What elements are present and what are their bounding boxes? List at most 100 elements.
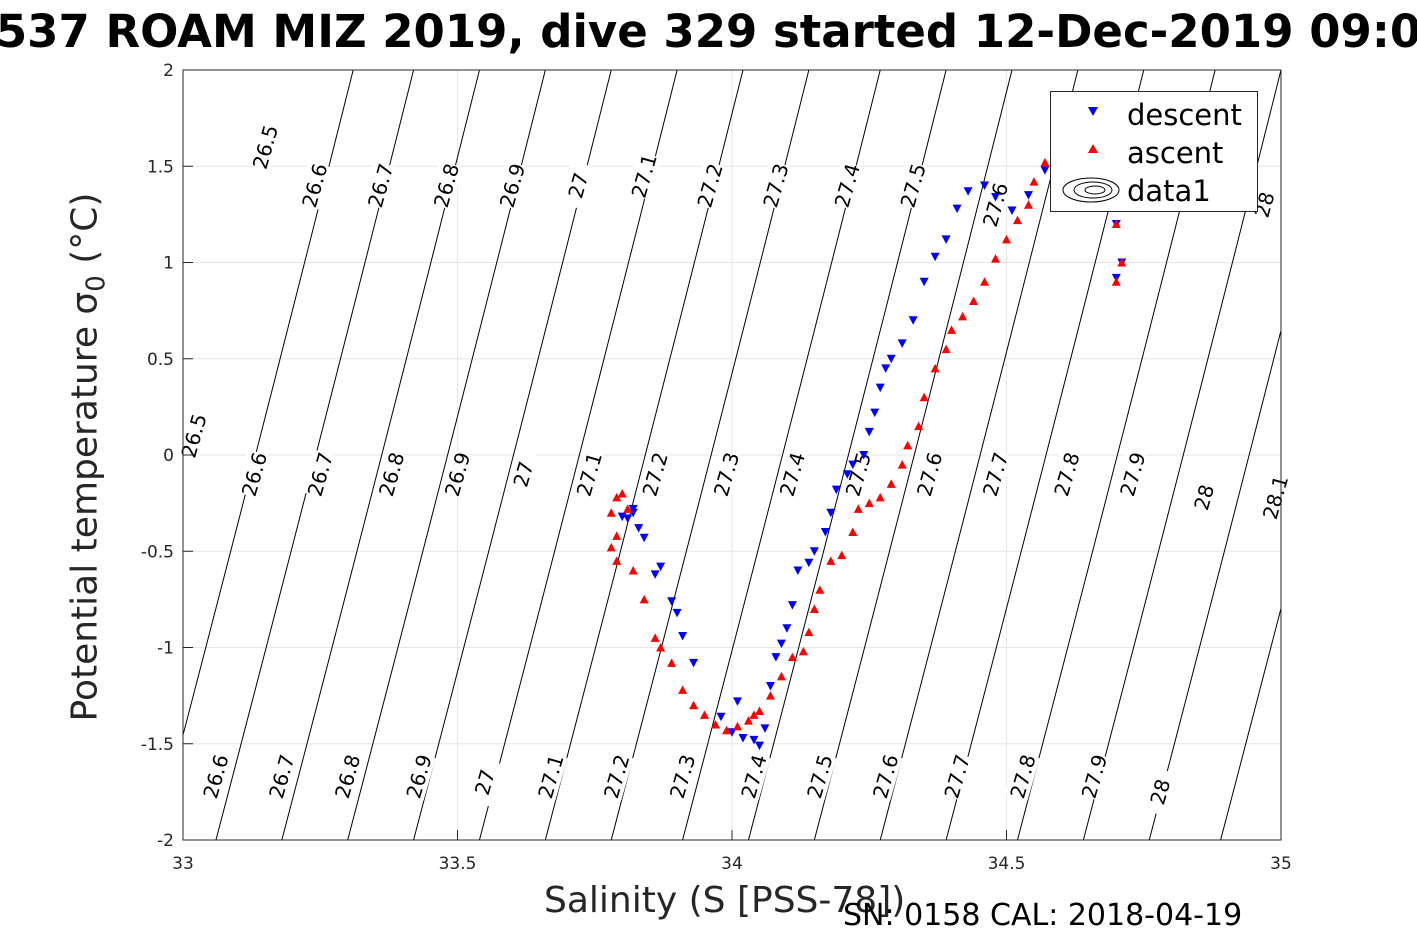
descent-point xyxy=(760,724,770,733)
y-axis-label-unit: (°C) xyxy=(64,192,106,276)
ascent-point xyxy=(656,643,666,652)
legend-item-descent: descent xyxy=(1051,96,1257,134)
descent-point xyxy=(804,558,814,568)
density-label-bg xyxy=(400,751,436,801)
x-tick-label: 34.5 xyxy=(988,854,1026,874)
ascent-point xyxy=(848,527,858,536)
ascent-point xyxy=(732,721,742,731)
ascent-point xyxy=(897,460,907,469)
ascent-point xyxy=(639,594,649,604)
ascent-point xyxy=(919,392,929,402)
ascent-point xyxy=(689,700,699,710)
density-contour-line xyxy=(1220,606,1281,840)
density-label-bg xyxy=(1075,751,1111,801)
x-tick-label: 33.5 xyxy=(439,854,477,874)
ascent-point xyxy=(722,725,732,735)
descent-point xyxy=(738,733,748,743)
density-label-bg xyxy=(296,160,332,210)
ascent-point xyxy=(1012,215,1022,225)
y-tick-label: 2 xyxy=(163,61,174,81)
y-tick-label: -1.5 xyxy=(141,735,174,755)
ascent-point xyxy=(1002,234,1011,244)
contour-icon xyxy=(1062,177,1120,203)
ascent-point xyxy=(991,254,1001,263)
legend-item-data1: data1 xyxy=(1051,172,1257,210)
descent-point xyxy=(716,712,726,722)
descent-point xyxy=(749,735,759,745)
x-axis-ticks: 33 33.5 34 34.5 35 xyxy=(172,830,1292,874)
descent-point xyxy=(776,639,786,649)
density-label-bg xyxy=(839,449,875,499)
density-label-bg xyxy=(976,180,1013,229)
ascent-point xyxy=(930,363,940,373)
descent-point xyxy=(1023,191,1033,200)
descent-point xyxy=(941,235,951,244)
ascent-point xyxy=(711,720,721,729)
y-tick-label: 0 xyxy=(163,446,174,466)
density-label-bg xyxy=(570,449,606,499)
ascent-point xyxy=(743,716,753,725)
ascent-point xyxy=(776,671,786,681)
y-axis-label-subscript: 0 xyxy=(81,275,112,292)
density-label-bg xyxy=(175,411,211,460)
descent-point xyxy=(623,514,633,524)
density-label-bg xyxy=(735,751,771,801)
x-tick-label: 35 xyxy=(1270,854,1292,874)
descent-point xyxy=(919,277,929,287)
descent-point xyxy=(765,682,775,691)
density-label-bg xyxy=(329,751,365,801)
descent-point xyxy=(908,316,918,325)
density-label-bg xyxy=(373,449,409,499)
y-tick-label: 1.5 xyxy=(147,157,174,177)
ascent-point xyxy=(617,489,627,498)
density-label-bg xyxy=(246,122,282,172)
ascent-point xyxy=(612,531,622,540)
triangle-down-icon xyxy=(1088,107,1098,116)
ascent-point xyxy=(875,492,885,502)
descent-point xyxy=(842,470,852,479)
ascent-point xyxy=(1029,177,1039,186)
legend-label-descent: descent xyxy=(1127,98,1242,132)
x-tick-label: 34 xyxy=(721,854,743,874)
ascent-point xyxy=(612,556,622,565)
density-label-bg xyxy=(801,751,837,801)
density-label-bg xyxy=(1004,751,1040,801)
density-label-bg xyxy=(773,449,810,499)
density-label-bg xyxy=(493,160,530,210)
ascent-point xyxy=(853,504,863,513)
ascent-point xyxy=(650,633,660,642)
descent-point xyxy=(820,528,830,537)
ascent-point xyxy=(1040,157,1050,167)
descent-point xyxy=(667,597,677,606)
density-label-bg xyxy=(867,751,903,801)
descent-point xyxy=(831,485,841,495)
descent-point xyxy=(886,354,896,364)
descent-point xyxy=(639,533,649,543)
descent-point xyxy=(732,697,742,706)
density-label-bg xyxy=(707,449,744,499)
ascent-point xyxy=(886,479,896,488)
density-label-bg xyxy=(504,449,541,499)
descent-point xyxy=(809,547,819,556)
density-label-bg xyxy=(938,751,974,801)
ascent-point xyxy=(606,508,616,517)
descent-point xyxy=(1040,166,1050,175)
density-label-bg xyxy=(235,449,272,499)
density-label-bg xyxy=(438,449,475,499)
density-label-bg xyxy=(828,160,864,210)
triangle-up-icon xyxy=(1088,144,1098,153)
ascent-series xyxy=(606,127,1127,735)
ascent-point xyxy=(1023,200,1033,209)
ascent-point xyxy=(623,504,633,513)
density-label-bg xyxy=(625,151,661,201)
density-label-bg xyxy=(197,751,233,801)
descent-point xyxy=(952,204,962,214)
descent-point xyxy=(656,562,666,572)
density-label-bg xyxy=(1256,472,1293,522)
legend-label-ascent: ascent xyxy=(1127,136,1224,170)
ascent-point xyxy=(958,311,968,321)
descent-point xyxy=(787,601,797,610)
ascent-point xyxy=(765,691,775,700)
density-contour-label: 27.9 xyxy=(1075,751,1112,801)
x-tick-label: 33 xyxy=(172,854,194,874)
